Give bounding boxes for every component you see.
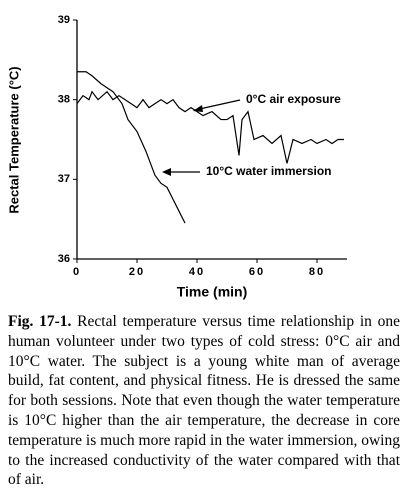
x-tick-label: 60 bbox=[249, 266, 265, 278]
x-tick-label: 20 bbox=[129, 266, 145, 278]
arrowhead bbox=[162, 168, 171, 176]
chart: Rectal Temperature (°C) Time (min) 0°C a… bbox=[6, 14, 347, 300]
y-tick-label: 38 bbox=[58, 94, 70, 106]
y-tick-label: 36 bbox=[58, 253, 70, 265]
caption-label: Fig. 17-1. bbox=[8, 313, 72, 330]
x-tick-label: 80 bbox=[309, 266, 325, 278]
arrow bbox=[194, 99, 241, 111]
series-line bbox=[76, 90, 344, 164]
caption-text: Rectal temperature versus time relations… bbox=[8, 313, 401, 489]
caption: Fig. 17-1. Rectal temperature versus tim… bbox=[8, 312, 400, 490]
y-tick-label: 39 bbox=[58, 14, 70, 26]
x-tick-label: 0 bbox=[73, 266, 81, 278]
y-tick-label: 37 bbox=[58, 173, 70, 185]
x-tick-label: 40 bbox=[189, 266, 205, 278]
series-label: 0°C air exposure bbox=[246, 92, 341, 106]
series-label: 10°C water immersion bbox=[206, 164, 332, 178]
y-axis-title: Rectal Temperature (°C) bbox=[6, 66, 21, 213]
arrowhead bbox=[193, 105, 203, 112]
x-axis-title: Time (min) bbox=[177, 284, 248, 300]
series-line bbox=[77, 71, 186, 224]
